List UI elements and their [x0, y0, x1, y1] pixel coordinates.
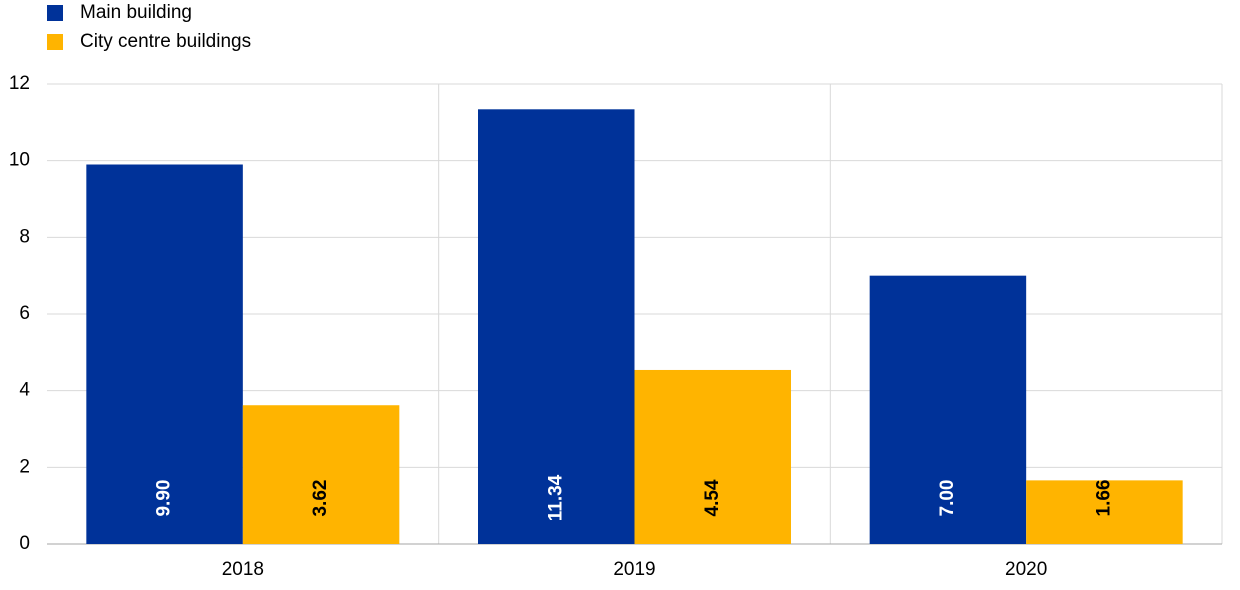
legend-swatch [47, 34, 63, 50]
bar [478, 109, 635, 545]
y-tick-label: 10 [9, 150, 30, 171]
bar [1026, 480, 1183, 544]
value-label: 11.34 [545, 474, 566, 521]
bar [869, 275, 1027, 544]
value-label: 1.66 [1093, 480, 1114, 517]
value-label: 3.62 [310, 480, 331, 517]
x-tick-label: 2018 [222, 559, 264, 580]
y-tick-label: 4 [19, 380, 30, 401]
bar [242, 405, 400, 544]
legend-label: City centre buildings [80, 31, 251, 52]
value-label: 7.00 [937, 480, 958, 517]
bar [634, 369, 791, 544]
legend-swatch [47, 5, 63, 21]
value-label: 9.90 [154, 480, 175, 517]
value-label: 4.54 [702, 479, 723, 516]
y-tick-label: 6 [19, 303, 30, 324]
x-tick-label: 2020 [1005, 559, 1047, 580]
legend-label: Main building [80, 2, 192, 23]
y-tick-label: 12 [9, 73, 30, 94]
y-tick-label: 8 [19, 226, 30, 247]
y-tick-label: 0 [19, 533, 30, 554]
bar [86, 164, 243, 544]
y-tick-label: 2 [19, 456, 30, 477]
x-tick-label: 2019 [613, 559, 655, 580]
